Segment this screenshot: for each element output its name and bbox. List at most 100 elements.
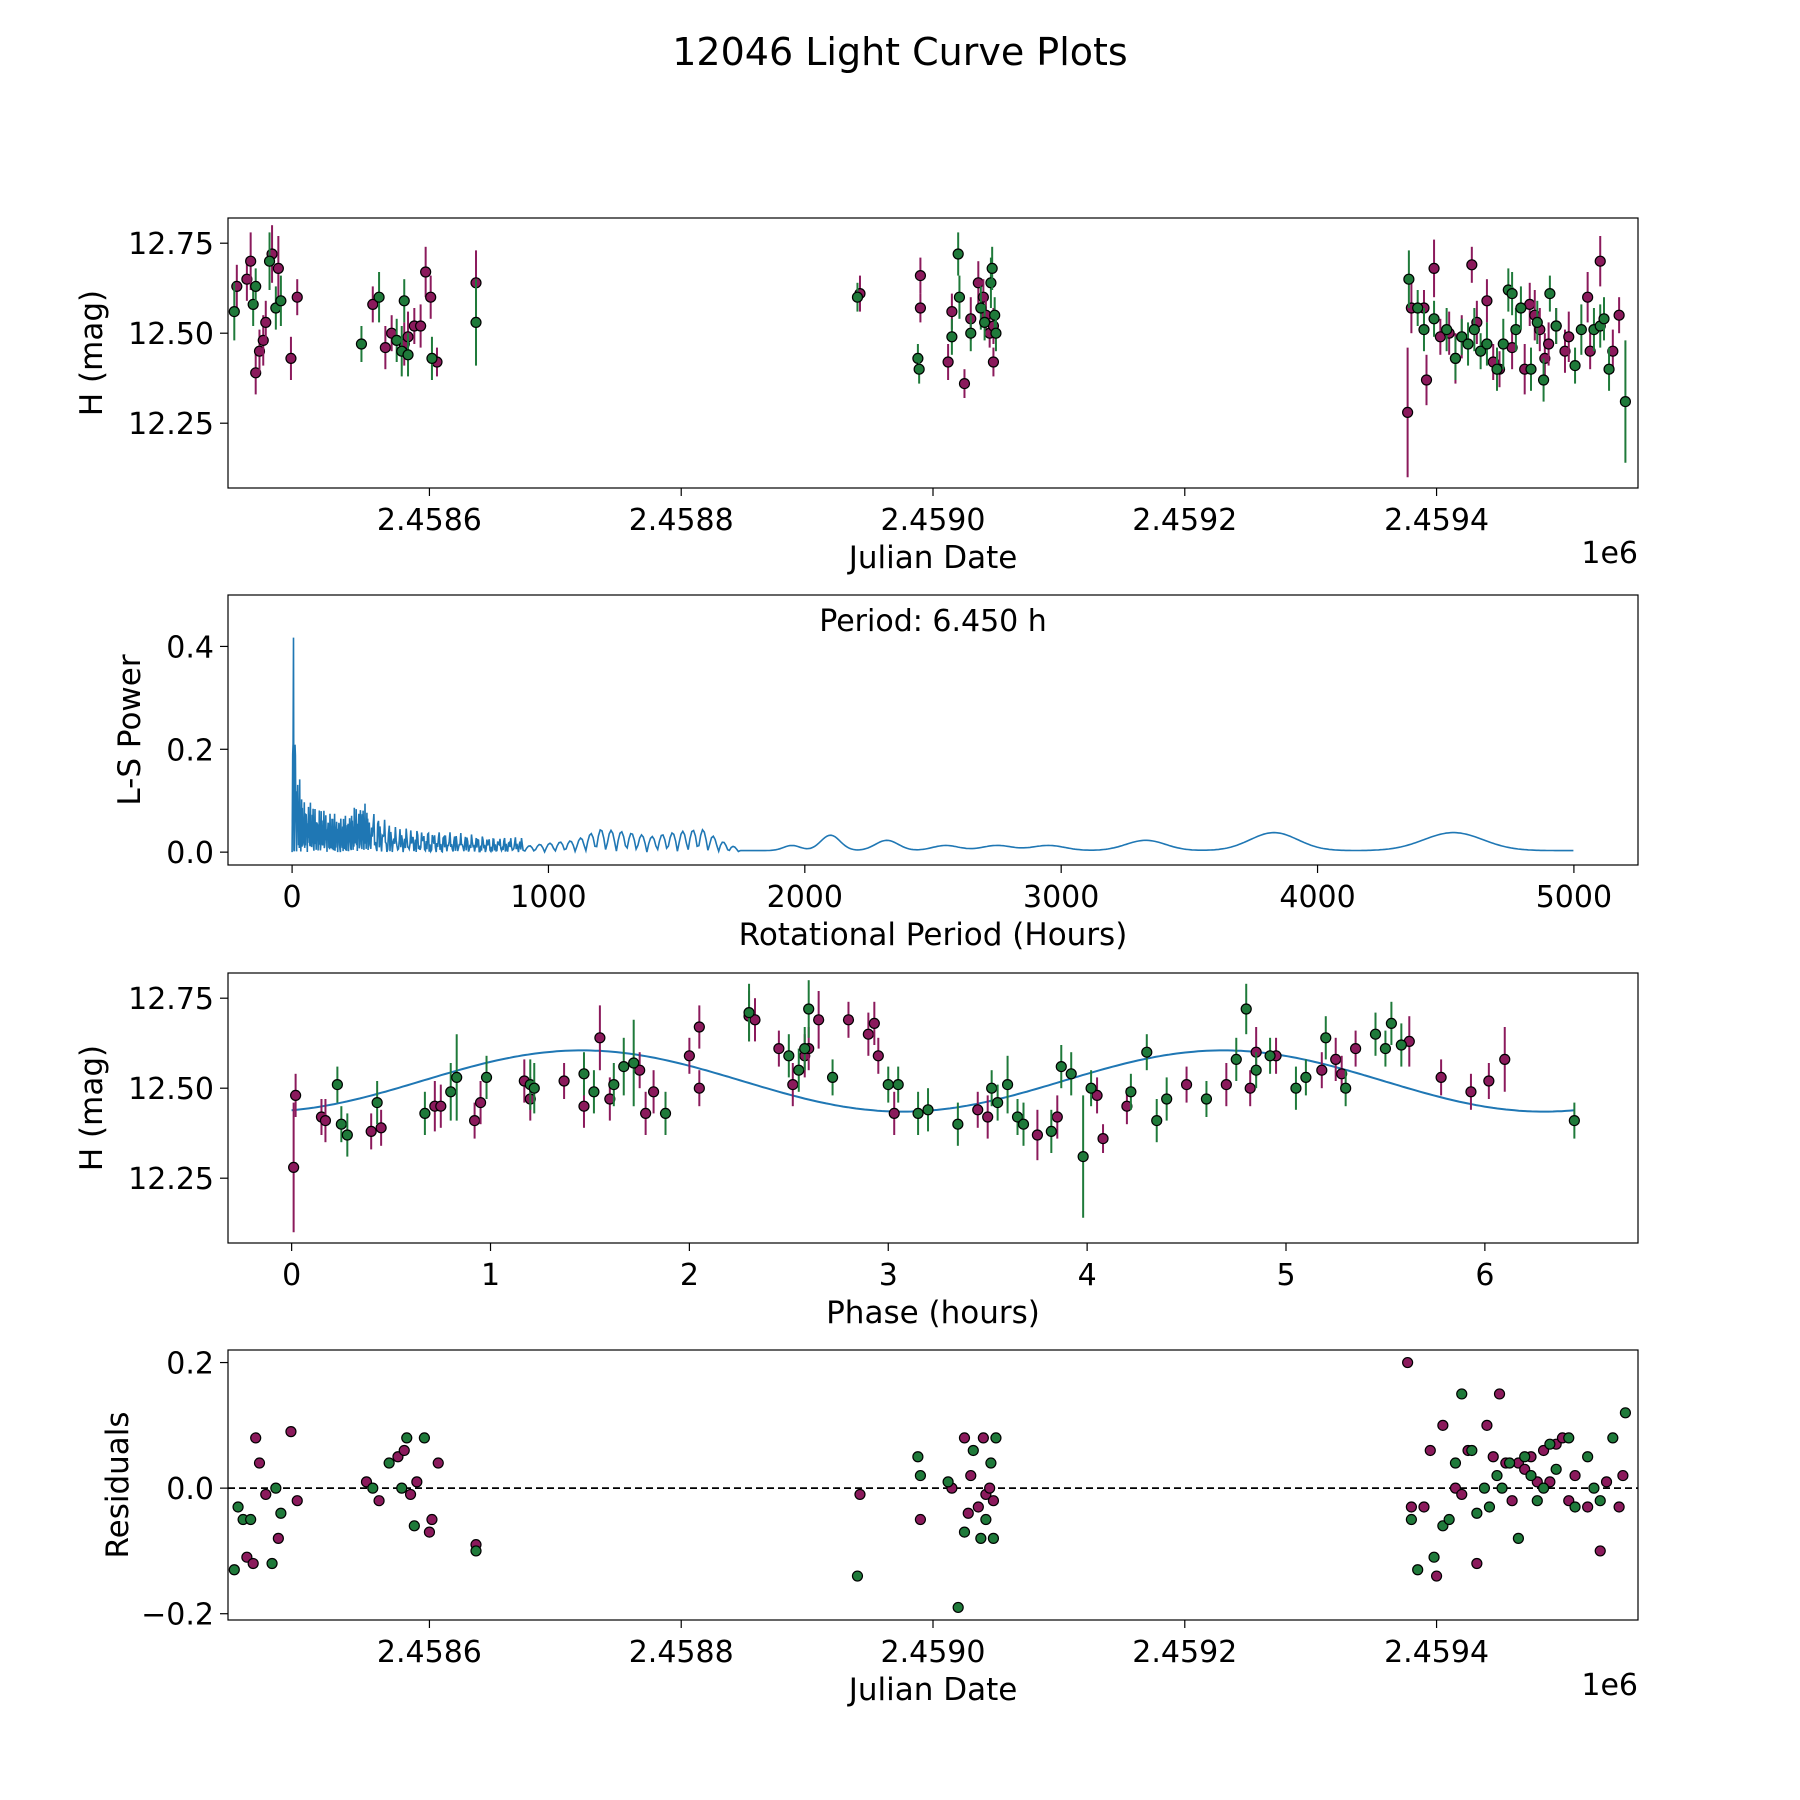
data-point <box>1613 309 1625 321</box>
data-point <box>1395 1039 1407 1051</box>
phase-y-label: H (mag) <box>74 1045 110 1171</box>
data-point <box>1475 345 1487 357</box>
data-point <box>659 1107 672 1120</box>
data-point <box>1402 406 1414 418</box>
data-point <box>1443 1513 1455 1526</box>
y-tick-label: 0.0 <box>166 836 214 871</box>
data-point <box>1563 1432 1575 1444</box>
data-point <box>260 1488 272 1501</box>
phase-panel: 0 1 2 3 4 5 6 12.25 12.50 12.75 Phase (hours) H (ma… <box>74 972 1639 1331</box>
data-point <box>608 1078 620 1091</box>
x-tick-label: 3000 <box>1023 880 1099 915</box>
data-point <box>1330 1053 1342 1066</box>
data-point <box>854 1488 866 1501</box>
data-point <box>1575 324 1587 336</box>
data-point <box>851 291 864 303</box>
data-point <box>1594 255 1606 267</box>
data-point <box>1121 1100 1133 1112</box>
data-point <box>1031 1129 1044 1141</box>
data-point <box>1001 1078 1014 1091</box>
data-point <box>375 1122 387 1134</box>
data-point <box>1466 259 1478 271</box>
data-point <box>1017 1118 1030 1130</box>
data-point <box>987 1495 1000 1507</box>
data-point <box>266 1557 278 1570</box>
data-point <box>1491 363 1503 375</box>
data-point <box>1200 1093 1213 1105</box>
data-point <box>250 1432 262 1444</box>
lightcurve-frame <box>227 217 1639 489</box>
data-point <box>882 1078 894 1091</box>
data-point <box>1483 1075 1495 1087</box>
data-point <box>952 1601 964 1614</box>
x-tick-label: 2.4590 <box>881 503 986 538</box>
data-point <box>272 1532 284 1544</box>
data-point <box>1077 1150 1089 1163</box>
data-point <box>291 1495 303 1507</box>
data-point <box>1531 316 1543 328</box>
data-point <box>391 334 403 346</box>
data-point <box>803 1003 815 1015</box>
data-point <box>1385 1017 1397 1030</box>
data-point <box>1496 1482 1508 1494</box>
data-point <box>942 1476 954 1488</box>
data-point <box>1250 1064 1262 1076</box>
data-point <box>432 1457 444 1469</box>
data-point <box>1065 1068 1077 1080</box>
data-point <box>1405 1501 1417 1513</box>
data-point <box>985 277 997 289</box>
data-point <box>404 1488 417 1501</box>
data-point <box>773 1042 785 1055</box>
data-point <box>1478 1482 1491 1494</box>
data-point <box>1402 1356 1414 1369</box>
data-point <box>263 255 276 267</box>
data-point <box>1619 396 1632 408</box>
data-point <box>1412 302 1424 314</box>
data-point <box>628 1057 640 1069</box>
data-point <box>1537 374 1550 386</box>
data-point <box>1515 302 1527 314</box>
data-point <box>967 1444 979 1457</box>
data-point <box>958 1432 971 1444</box>
x-tick-label: 0 <box>283 880 302 915</box>
data-point <box>1512 1532 1525 1544</box>
data-point <box>958 1526 971 1538</box>
data-point <box>912 352 924 364</box>
data-point <box>1428 313 1440 325</box>
data-point <box>1598 313 1610 325</box>
data-point <box>402 349 414 361</box>
data-point <box>1544 1438 1556 1450</box>
data-point <box>942 356 954 368</box>
data-point <box>1316 1064 1328 1076</box>
data-point <box>1481 295 1493 307</box>
data-point <box>1584 345 1596 357</box>
data-point <box>1600 1476 1613 1488</box>
data-point <box>965 1469 977 1482</box>
data-point <box>335 1118 347 1130</box>
x-tick-label: 4 <box>1078 1258 1097 1293</box>
data-point <box>1045 1125 1057 1138</box>
y-tick-label: 0.2 <box>166 1347 214 1382</box>
data-point <box>1483 1501 1496 1513</box>
data-point <box>946 331 958 343</box>
data-point <box>1510 324 1522 336</box>
data-point <box>1456 331 1468 343</box>
data-point <box>912 1107 924 1120</box>
data-point <box>1537 1482 1550 1494</box>
data-point <box>1428 1551 1440 1563</box>
data-point <box>1619 1407 1632 1419</box>
phase-y-ticks: 12.25 12.50 12.75 <box>128 982 228 1197</box>
data-point <box>1264 1050 1276 1062</box>
y-tick-label: 0.0 <box>166 1472 214 1507</box>
data-point <box>365 1125 377 1138</box>
data-point <box>1588 1482 1600 1494</box>
data-point <box>972 1104 984 1116</box>
y-tick-label: 0.2 <box>166 733 214 768</box>
data-point <box>1569 1469 1581 1482</box>
periodogram-frame <box>227 594 1639 866</box>
data-point <box>914 270 927 282</box>
data-point <box>980 1513 992 1526</box>
data-point <box>1418 324 1430 336</box>
data-point <box>1424 1444 1436 1457</box>
residuals-x-label: Julian Date <box>847 1672 1018 1708</box>
